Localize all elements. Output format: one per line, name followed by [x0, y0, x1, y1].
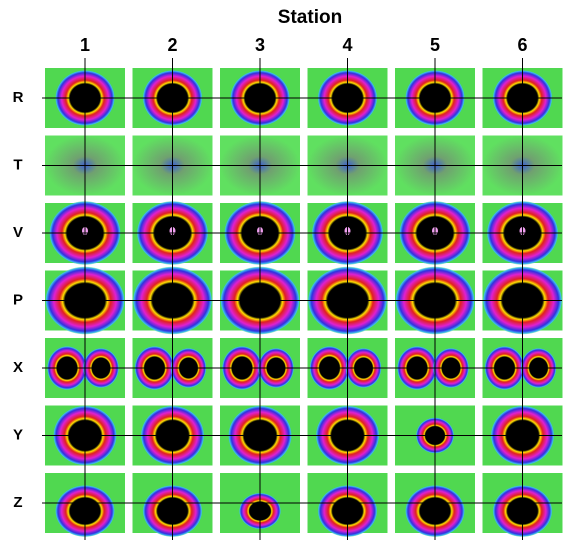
row-label: X — [13, 359, 23, 376]
row-label: V — [13, 224, 23, 241]
column-label: 2 — [167, 35, 177, 55]
title: Station — [278, 7, 342, 28]
row-label: Z — [13, 494, 22, 511]
row-label: T — [13, 156, 22, 173]
row-label: R — [13, 89, 24, 106]
column-label: 6 — [517, 35, 527, 55]
column-label: 5 — [430, 35, 440, 55]
column-label: 1 — [80, 35, 90, 55]
column-label: 4 — [342, 35, 352, 55]
figure: Station 1 2 3 4 5 6 R T V P X Y Z — [0, 0, 568, 542]
row-label: Y — [13, 426, 23, 443]
column-label: 3 — [255, 35, 265, 55]
row-label: P — [13, 291, 23, 308]
